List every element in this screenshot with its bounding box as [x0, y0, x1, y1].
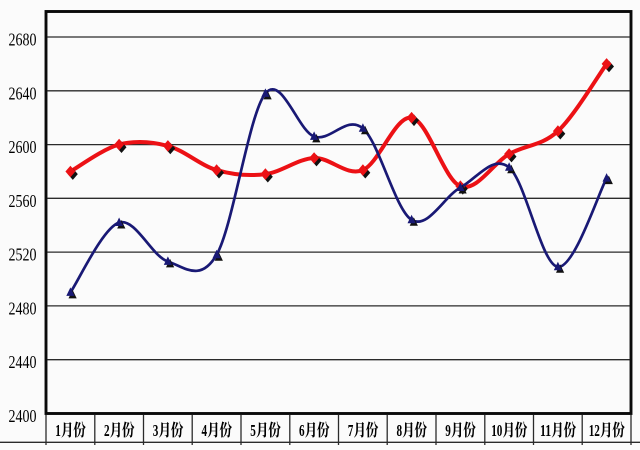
svg-text:2440: 2440	[9, 352, 37, 372]
svg-text:3: 3	[153, 421, 159, 440]
svg-text:2560: 2560	[9, 191, 37, 211]
svg-text:10: 10	[491, 421, 502, 440]
svg-text:2480: 2480	[9, 298, 37, 318]
svg-text:9: 9	[445, 421, 451, 440]
svg-text:2640: 2640	[9, 83, 37, 103]
svg-text:2400: 2400	[9, 406, 37, 426]
svg-text:12: 12	[589, 421, 600, 440]
svg-text:2600: 2600	[9, 137, 37, 157]
svg-text:11: 11	[540, 421, 551, 440]
svg-text:2: 2	[104, 421, 110, 440]
svg-text:1: 1	[55, 421, 61, 440]
svg-text:2680: 2680	[9, 30, 37, 50]
svg-text:8: 8	[397, 421, 403, 440]
svg-text:2520: 2520	[9, 245, 37, 265]
svg-text:5: 5	[250, 421, 256, 440]
svg-text:4: 4	[202, 421, 208, 440]
svg-text:6: 6	[299, 421, 305, 440]
svg-text:7: 7	[348, 421, 354, 440]
